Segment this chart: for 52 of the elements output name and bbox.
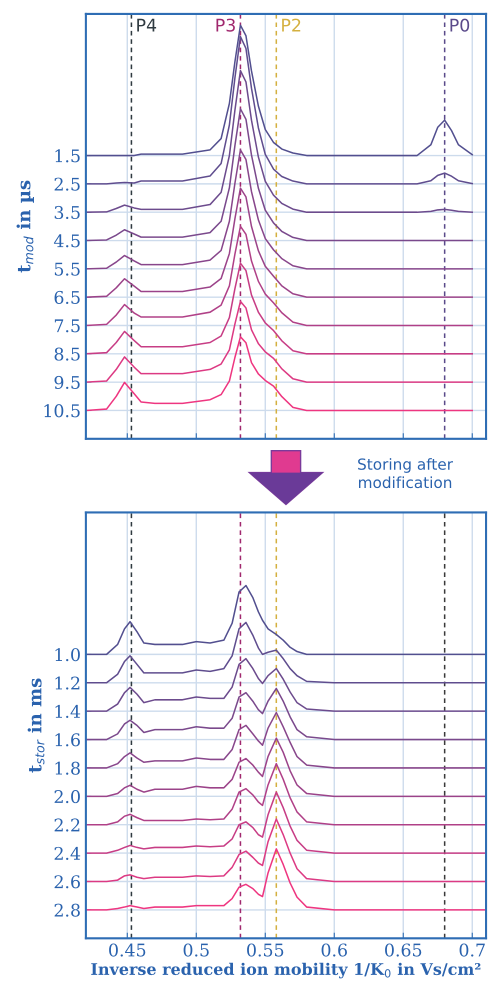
line-series bbox=[86, 658, 486, 712]
x-axis-title: Inverse reduced ion mobility 1/K$_{0}$ in Vs/cm² bbox=[91, 962, 480, 978]
x-tick-label: 0.65 bbox=[385, 943, 422, 957]
ref-line-label: P4 bbox=[137, 18, 156, 32]
line-series bbox=[86, 622, 486, 684]
ref-line-label: P3 bbox=[216, 18, 235, 32]
y-tick-label: 7.5 bbox=[54, 319, 80, 332]
y-axis-title: t$_{stor}$ in ms bbox=[28, 678, 44, 773]
y-tick-label: 2.6 bbox=[54, 875, 80, 888]
y-tick-label: 1.4 bbox=[56, 704, 80, 718]
y-tick-label: 9.5 bbox=[54, 376, 80, 389]
y-tick-label: 1.6 bbox=[56, 733, 80, 746]
y-tick-label: 4.5 bbox=[54, 234, 80, 248]
line-series bbox=[86, 70, 474, 213]
x-tick-label: 0.45 bbox=[109, 943, 146, 957]
y-tick-label: 2.2 bbox=[54, 818, 80, 832]
line-series bbox=[86, 149, 474, 270]
line-series bbox=[86, 108, 474, 242]
ref-line-label: P2 bbox=[282, 18, 300, 32]
y-tick-label: 8.5 bbox=[54, 348, 80, 361]
line-series bbox=[86, 762, 486, 826]
x-tick-label: 0.7 bbox=[460, 943, 485, 957]
line-series bbox=[86, 584, 486, 656]
x-tick-label: 0.5 bbox=[184, 943, 209, 957]
line-series bbox=[86, 818, 486, 882]
line-series bbox=[86, 791, 486, 854]
y-tick-label: 2.8 bbox=[54, 904, 80, 917]
y-tick-label: 1.5 bbox=[56, 149, 80, 162]
text: Storing after modification bbox=[358, 458, 454, 488]
y-tick-label: 10.5 bbox=[44, 404, 80, 418]
line-series bbox=[86, 737, 486, 798]
line-series bbox=[86, 226, 474, 326]
y-axis-title: t$_{mod}$ in µs bbox=[16, 180, 34, 273]
y-tick-label: 2.0 bbox=[54, 790, 80, 804]
x-tick-label: 0.6 bbox=[322, 943, 347, 957]
line-series bbox=[86, 187, 474, 298]
line-series bbox=[86, 688, 486, 740]
line-series bbox=[86, 262, 474, 355]
y-tick-label: 2.4 bbox=[54, 846, 80, 860]
y-tick-label: 6.5 bbox=[54, 290, 80, 304]
y-tick-label: 2.5 bbox=[54, 178, 80, 191]
y-tick-label: 3.5 bbox=[54, 206, 80, 220]
y-tick-label: 5.5 bbox=[54, 262, 80, 276]
y-tick-label: 1.8 bbox=[56, 762, 80, 775]
line-series bbox=[86, 712, 486, 769]
x-tick-label: 0.55 bbox=[247, 943, 284, 957]
ref-line-label: P0 bbox=[450, 18, 470, 32]
line-series bbox=[86, 848, 486, 911]
line-series bbox=[86, 336, 474, 412]
line-series bbox=[86, 300, 474, 383]
y-tick-label: 1.0 bbox=[56, 648, 80, 662]
y-tick-label: 1.2 bbox=[56, 676, 80, 690]
